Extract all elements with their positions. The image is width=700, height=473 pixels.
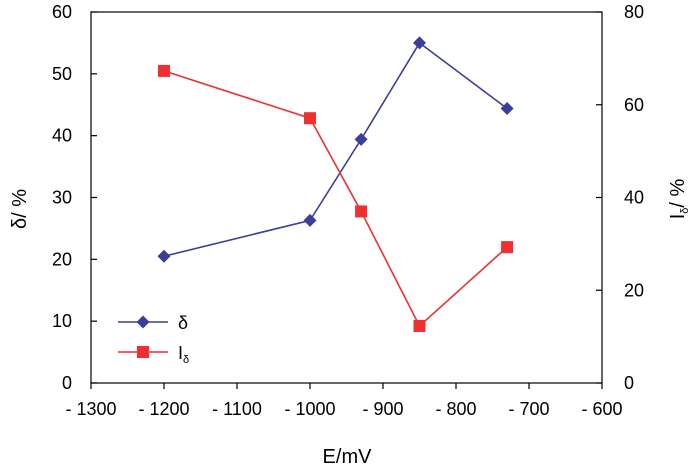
y-left-tick-label: 0 <box>62 373 72 393</box>
y-left-tick-label: 40 <box>52 126 72 146</box>
x-axis-title: E/mV <box>323 446 373 468</box>
series-2-point <box>413 319 426 332</box>
legend: δIδ <box>118 313 189 366</box>
x-tick-label: - 600 <box>581 399 622 419</box>
y-left-tick-label: 60 <box>52 2 72 22</box>
y-axis-left-title: δ/ % <box>9 189 31 229</box>
y-axis-right-title-main: I <box>667 214 689 220</box>
series-2-point <box>158 64 170 77</box>
legend-label-subscript: δ <box>183 354 189 366</box>
y-right-tick-label: 60 <box>624 95 644 115</box>
x-tick-label: - 700 <box>508 399 549 419</box>
series-2-point <box>304 112 316 125</box>
series-1-point <box>303 213 317 227</box>
legend-marker-2 <box>137 346 149 358</box>
x-tick-label: - 1100 <box>212 399 262 419</box>
y-axis-right-title-sub: δ <box>679 208 691 214</box>
y-right-tick-label: 0 <box>624 373 634 393</box>
y-axis-right-title-suffix: / % <box>667 178 689 207</box>
x-tick-label: - 900 <box>362 399 403 419</box>
x-tick-label: - 1000 <box>284 399 335 419</box>
y-left-tick-label: 20 <box>52 249 72 269</box>
y-left-tick-label: 50 <box>52 64 72 84</box>
x-tick-label: - 800 <box>435 399 476 419</box>
y-right-tick-label: 40 <box>624 188 644 208</box>
x-tick-label: - 1300 <box>65 399 116 419</box>
y-axis-right-title: Iδ/ % <box>667 178 691 219</box>
series-line-1 <box>163 41 508 258</box>
series-2-point <box>501 241 514 254</box>
y-right-tick-label: 80 <box>624 2 644 22</box>
y-left-tick-label: 30 <box>52 188 72 208</box>
y-left-tick-label: 10 <box>52 311 72 331</box>
series-layer <box>157 36 514 332</box>
x-tick-label: - 1200 <box>138 399 189 419</box>
series-1-point <box>500 101 514 115</box>
legend-marker-1 <box>136 315 150 329</box>
series-1-point <box>413 36 426 50</box>
legend-label-1: δ <box>178 313 188 333</box>
axes: - 1300 - 1200 - 1100 - 1000 - 900 - 800 - 700 -… <box>52 2 644 419</box>
series-2-point <box>355 205 368 218</box>
y-right-tick-label: 20 <box>624 280 644 300</box>
legend-label-2: Iδ <box>178 343 189 366</box>
series-1-point <box>354 132 368 146</box>
series-line-2 <box>163 70 508 328</box>
series-1-point <box>157 249 171 263</box>
